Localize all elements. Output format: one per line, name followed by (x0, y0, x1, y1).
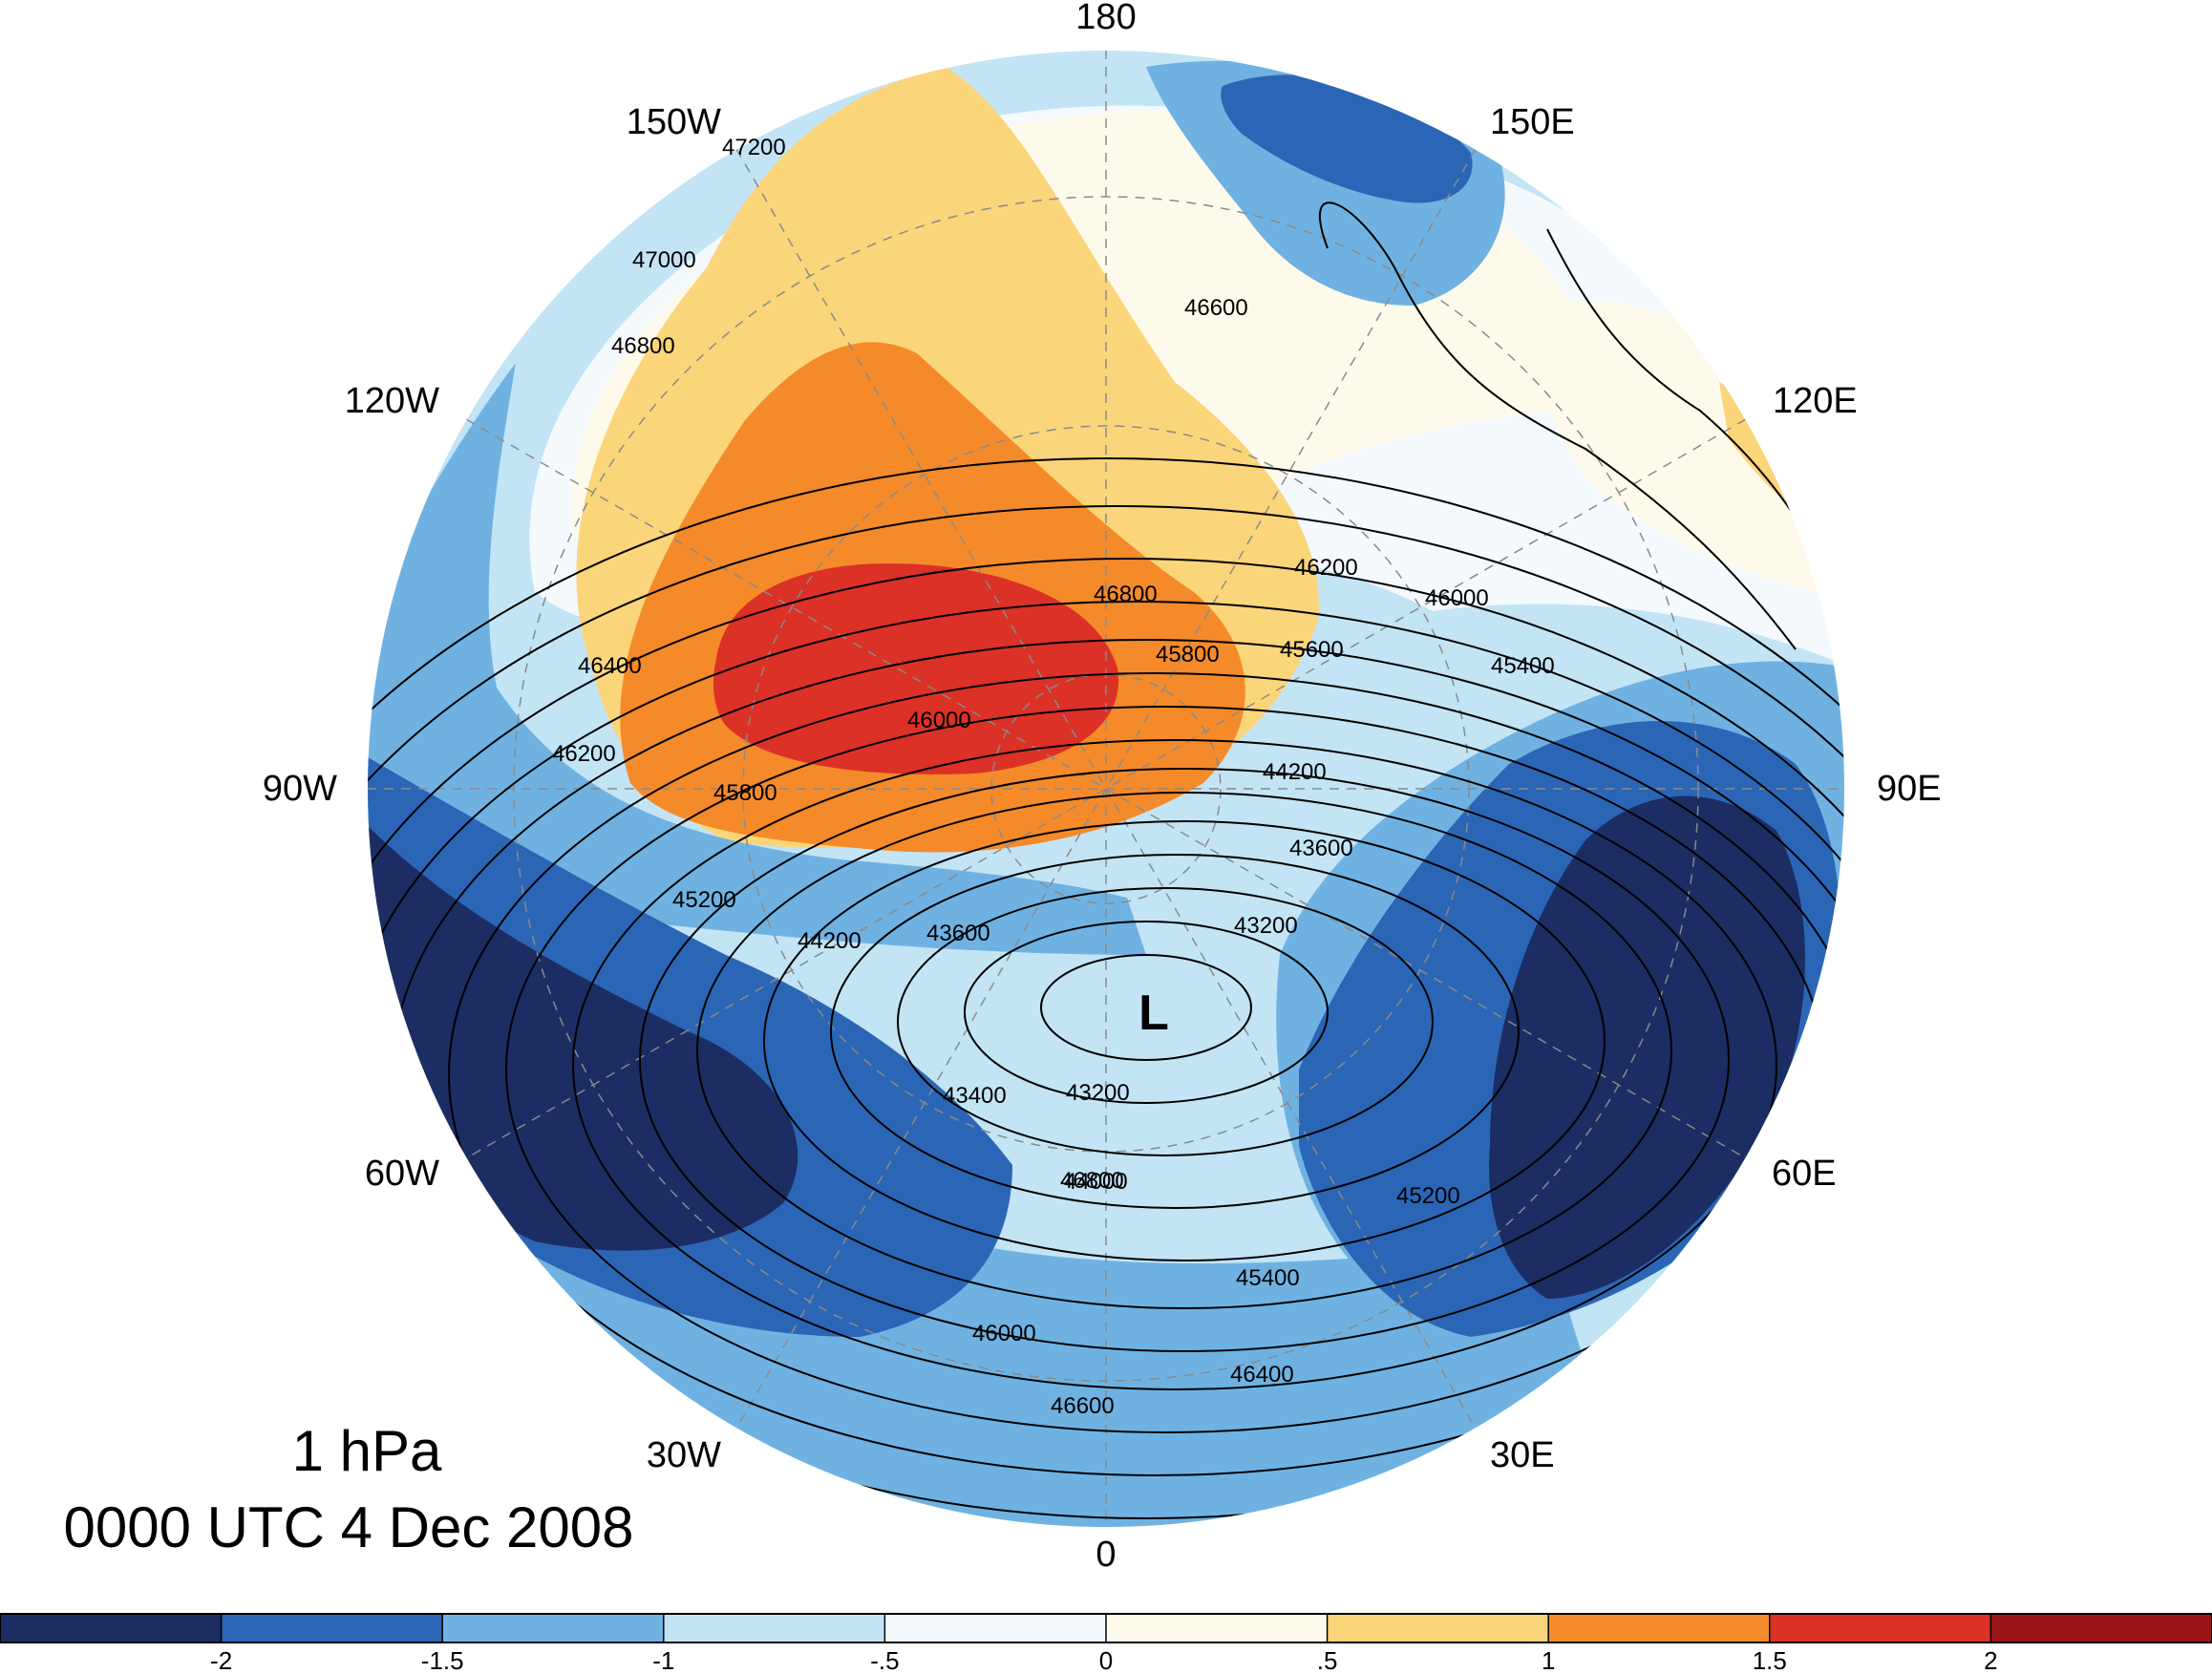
contour-44200 (696, 792, 1672, 1309)
contour-label: 46600 (1051, 1393, 1115, 1419)
contour-label: 45800 (1156, 642, 1220, 667)
lon-label-90w: 90W (263, 769, 337, 809)
graticule (367, 50, 1845, 1528)
lon-label-30e: 30E (1490, 1435, 1555, 1475)
contour-label: 45200 (672, 887, 736, 913)
colorbar-tick-label: 0 (1099, 1646, 1113, 1674)
contour-44600 (572, 739, 1777, 1390)
contour-43200 (1040, 954, 1252, 1061)
contour-46800-east-loop (1318, 201, 1797, 650)
contour-43400 (964, 921, 1329, 1104)
contour-label: 46200 (1294, 555, 1358, 581)
meridian-60-240 (465, 418, 1747, 1159)
pressure-level-title: 1 hPa (292, 1419, 442, 1483)
strong-positive-region (713, 563, 1119, 774)
contour-44000 (763, 820, 1606, 1261)
contour-47200 (367, 457, 1845, 1528)
lon-label-60e: 60E (1772, 1154, 1837, 1194)
date-time-title: 0000 UTC 4 Dec 2008 (63, 1495, 633, 1559)
contour-46600 (367, 558, 1845, 1528)
contour-label: 44200 (1263, 759, 1327, 785)
longitude-labels: 180 150E 120E 90E 60E 30E 0 30W 60W 90W … (263, 0, 1942, 1575)
lon-label-90e: 90E (1877, 769, 1942, 809)
lon-label-120w: 120W (345, 381, 439, 421)
contour-label: 46800 (1094, 582, 1158, 607)
meridian-30-210 (735, 148, 1477, 1430)
contour-label: 43400 (943, 1083, 1007, 1109)
contour-label: 43600 (1289, 836, 1353, 861)
contour-label: 46400 (1230, 1362, 1294, 1388)
anomaly-shading (367, 50, 1845, 1528)
contour-label: 46000 (907, 708, 971, 733)
meridian-150-330 (735, 148, 1477, 1430)
lon-label-150w: 150W (627, 102, 721, 142)
contour-label: 43600 (926, 921, 990, 946)
lon-label-30w: 30W (647, 1435, 721, 1475)
contour-label: 46000 (1425, 585, 1489, 611)
contour-label: 43200 (1234, 913, 1298, 939)
map-boundary (366, 49, 1846, 1529)
colorbar-segment (0, 1614, 223, 1642)
colorbar-tick-label: -1.5 (421, 1646, 464, 1674)
colorbar-segment (1327, 1614, 1549, 1642)
lon-label-180: 180 (1075, 0, 1136, 37)
colorbar-tick-label: 1 (1542, 1646, 1555, 1674)
contour-47000 (367, 505, 1845, 1528)
colorbar-segment (663, 1614, 885, 1642)
meridian-120-300 (465, 418, 1747, 1159)
lon-label-0: 0 (1095, 1535, 1116, 1575)
colorbar-segment (1548, 1614, 1771, 1642)
colorbar-tick-label: -1 (652, 1646, 674, 1674)
moderate-negative-west (367, 363, 1146, 955)
colorbar-tick-label: -.5 (870, 1646, 899, 1674)
colorbar-segment (884, 1614, 1107, 1642)
colorbar-segment (1990, 1614, 2212, 1642)
colorbar-tick-label: 1.5 (1753, 1646, 1787, 1674)
colorbar-segment (442, 1614, 665, 1642)
contour-44400 (639, 768, 1730, 1352)
contour-label: 46600 (1184, 295, 1248, 321)
colorbar-tick-label: 2 (1984, 1646, 1997, 1674)
contour-label: 45600 (1280, 637, 1344, 663)
contour-label: 44200 (798, 928, 861, 954)
contour-43800 (830, 854, 1520, 1209)
colorbar-tick-label: .5 (1317, 1646, 1338, 1674)
colorbar-segment (1769, 1614, 1991, 1642)
low-pressure-marker: L (1138, 985, 1169, 1041)
contour-label: 46400 (578, 653, 642, 679)
contour-label: 46200 (552, 741, 616, 767)
contour-label: 44000 (1064, 1169, 1128, 1195)
strong-negative-west (367, 821, 798, 1251)
contour-label: 46800 (1060, 1168, 1124, 1194)
contour-value-labels: 47200 47000 46800 46800 46800 46600 4660… (552, 135, 1555, 1419)
colorbar: -2 -1.5 -1 -.5 0 .5 1 1.5 2 (0, 1613, 2212, 1674)
contour-label: 47200 (722, 135, 786, 160)
height-contours (367, 201, 1845, 1528)
colorbar-segment (221, 1614, 443, 1642)
strong-negative-east (1489, 795, 1805, 1299)
contour-45400 (448, 672, 1845, 1476)
contour-label: 47000 (632, 247, 696, 273)
contour-label: 45200 (1396, 1183, 1460, 1209)
contour-label: 43200 (1066, 1080, 1130, 1106)
contour-label: 45800 (713, 780, 777, 806)
contour-label: 45400 (1236, 1265, 1300, 1291)
lon-label-150e: 150E (1490, 102, 1575, 142)
contour-43600 (897, 887, 1434, 1156)
contour-label: 46000 (972, 1321, 1036, 1346)
contour-label: 45400 (1491, 653, 1555, 679)
contour-label: 46800 (611, 333, 675, 359)
lon-label-120e: 120E (1773, 381, 1858, 421)
colorbar-segment (1106, 1614, 1329, 1642)
colorbar-tick-label: -2 (210, 1646, 232, 1674)
lon-label-60w: 60W (365, 1154, 439, 1194)
contour-46200 (367, 601, 1845, 1528)
